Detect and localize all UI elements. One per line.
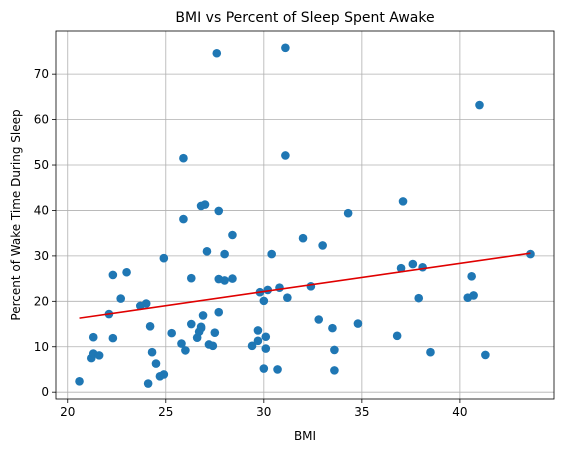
scatter-point: [481, 350, 490, 360]
chart-title: BMI vs Percent of Sleep Spent Awake: [175, 10, 434, 26]
scatter-point: [261, 332, 271, 342]
scatter-point: [281, 43, 290, 53]
scatter-point: [353, 319, 363, 328]
y-tick-label: 40: [34, 203, 49, 217]
scatter-point: [179, 214, 188, 224]
grid: [56, 31, 554, 399]
scatter-point: [75, 376, 84, 386]
scatter-point: [261, 344, 271, 353]
scatter-point: [328, 323, 337, 333]
y-axis-label: Percent of Wake Time During Sleep: [9, 109, 23, 320]
scatter-point: [418, 262, 427, 272]
scatter-point: [122, 267, 131, 277]
scatter-point: [392, 331, 402, 341]
scatter-point: [177, 339, 186, 348]
scatter-point: [298, 233, 308, 243]
scatter-point: [318, 241, 327, 250]
y-tick-label: 0: [41, 385, 49, 399]
scatter-point: [212, 48, 222, 58]
scatter-point: [220, 276, 229, 285]
scatter-point: [143, 379, 153, 388]
scatter-point: [186, 319, 196, 329]
scatter-point: [396, 263, 406, 273]
scatter-point: [408, 259, 418, 269]
scatter-point: [159, 370, 169, 379]
scatter-point: [94, 351, 104, 360]
y-tick-label: 50: [34, 158, 49, 172]
scatter-point: [475, 100, 484, 110]
trendline: [79, 252, 531, 319]
y-tick-label: 30: [34, 249, 49, 263]
scatter-point: [179, 153, 188, 163]
scatter-point: [330, 366, 339, 375]
scatter-point: [467, 272, 476, 281]
scatter-point: [314, 315, 324, 324]
scatter-point: [228, 274, 237, 283]
scatter-point: [526, 249, 535, 259]
scatter-point: [228, 230, 237, 240]
scatter-point: [141, 299, 151, 308]
scatter-point: [398, 197, 408, 206]
scatter-point: [469, 291, 478, 300]
scatter-point: [145, 322, 155, 331]
scatter-point: [159, 253, 169, 263]
scatter-point: [108, 270, 118, 280]
x-tick-label: 40: [452, 405, 467, 419]
scatter-point: [283, 293, 292, 302]
y-tick-label: 60: [34, 113, 49, 127]
y-axis-ticks: 0 10 20 30 40 50 60 70: [34, 67, 56, 399]
scatter-point: [116, 294, 126, 303]
scatter-point: [214, 307, 224, 317]
x-tick-label: 30: [256, 405, 271, 419]
scatter-point: [198, 311, 208, 320]
scatter-point: [167, 328, 176, 338]
scatter-point: [273, 365, 282, 374]
scatter-point: [208, 341, 218, 351]
trendline-layer: [79, 252, 531, 319]
scatter-point: [281, 151, 290, 160]
x-axis-ticks: 20 25 30 35 40: [60, 399, 468, 419]
scatter-point: [181, 346, 190, 355]
scatter-point: [306, 282, 316, 291]
scatter-point: [253, 326, 263, 335]
scatter-point: [259, 296, 269, 306]
y-tick-label: 20: [34, 294, 49, 308]
scatter-point: [202, 247, 212, 256]
scatter-point: [259, 364, 269, 373]
x-tick-label: 35: [354, 405, 369, 419]
x-axis-label: BMI: [294, 429, 316, 443]
scatter-point: [426, 347, 435, 357]
scatter-point: [275, 283, 284, 292]
scatter-point: [253, 336, 263, 346]
scatter-point: [247, 341, 257, 351]
y-tick-label: 10: [34, 340, 49, 354]
scatter-point: [210, 328, 220, 337]
scatter-point: [151, 359, 161, 368]
scatter-point: [267, 249, 276, 259]
scatter-point: [220, 249, 229, 259]
scatter-point: [214, 206, 224, 216]
scatter-point: [196, 323, 206, 333]
x-tick-label: 20: [60, 405, 75, 419]
scatter-point: [343, 208, 353, 218]
scatter-point: [200, 200, 210, 209]
x-tick-label: 25: [158, 405, 173, 419]
scatter-point: [186, 273, 196, 283]
scatter-point: [88, 332, 98, 342]
scatter-point: [414, 293, 424, 303]
y-tick-label: 70: [34, 67, 49, 81]
scatter-point: [147, 347, 157, 357]
points-layer: [75, 43, 535, 388]
scatter-point: [108, 333, 118, 343]
scatter-point: [330, 345, 339, 355]
plot-frame: [55, 30, 555, 400]
